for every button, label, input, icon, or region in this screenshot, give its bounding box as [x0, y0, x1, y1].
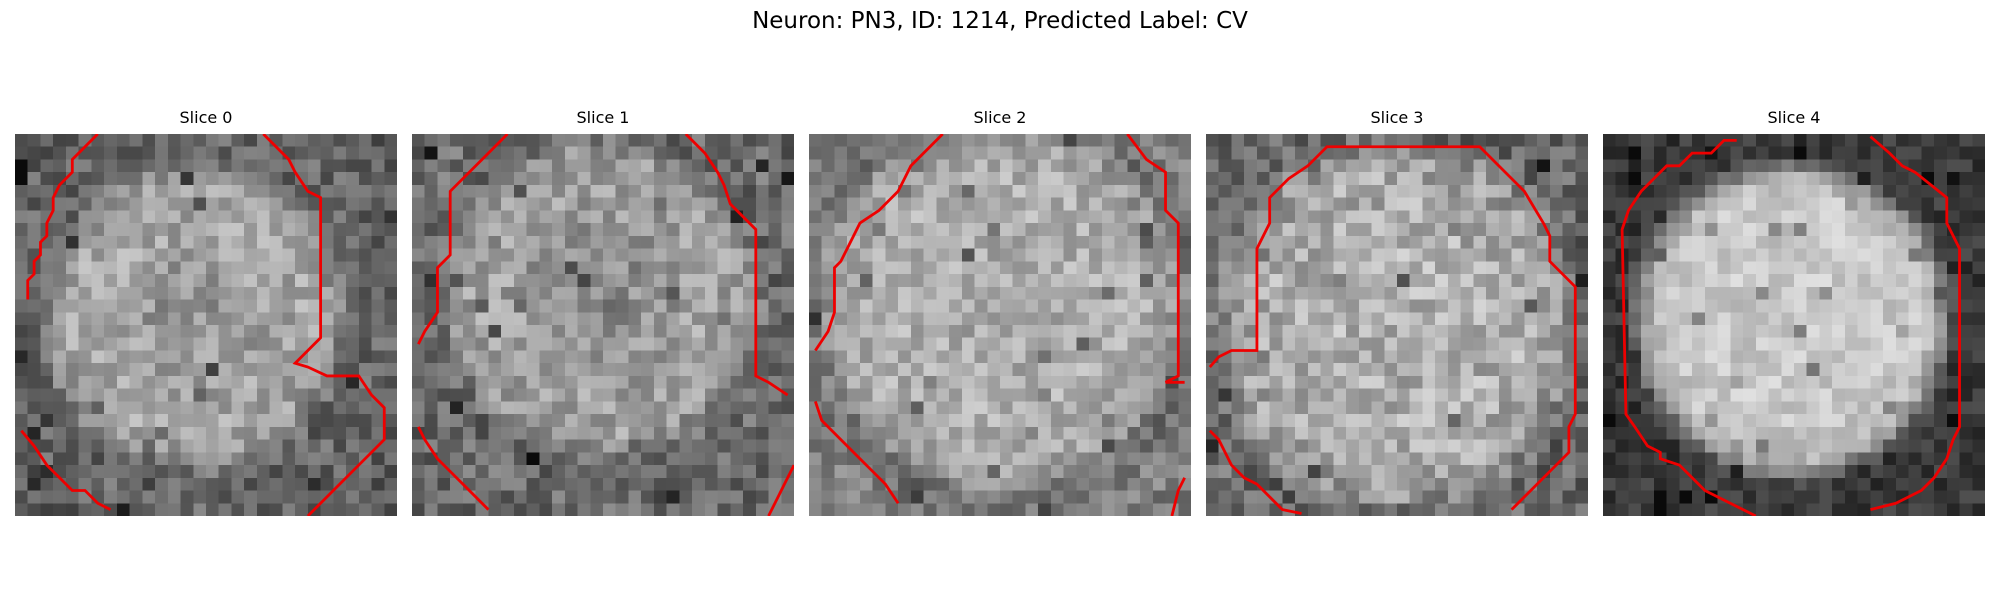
- pixel-grid: [1206, 134, 1588, 516]
- slice-panel-1: Slice 1: [412, 108, 794, 516]
- slice-title: Slice 1: [576, 108, 630, 127]
- figure-title: Neuron: PN3, ID: 1214, Predicted Label: …: [752, 8, 1248, 34]
- segmentation-contour: [1869, 135, 1961, 511]
- segmentation-contour: [20, 429, 112, 511]
- slice-image: [1603, 134, 1985, 516]
- slice-title: Slice 4: [1767, 108, 1821, 127]
- segmentation-contour: [1170, 477, 1186, 516]
- slice-image: [1206, 134, 1588, 516]
- pixel-grid: [809, 134, 1191, 516]
- segmentation-contour: [1208, 429, 1302, 515]
- pixel-grid: [1603, 134, 1985, 516]
- segmentation-contour: [767, 464, 794, 516]
- segmentation-contour: [1208, 145, 1577, 511]
- slice-panel-0: Slice 0: [15, 108, 397, 516]
- segmentation-contour: [1620, 138, 1757, 516]
- slice-title: Slice 2: [973, 108, 1027, 127]
- slice-panel-4: Slice 4: [1603, 108, 1985, 516]
- pixel-grid: [15, 134, 397, 516]
- segmentation-contour: [814, 134, 944, 352]
- segmentation-contour: [262, 134, 386, 516]
- slice-panel-3: Slice 3: [1206, 108, 1588, 516]
- segmentation-contour: [1126, 134, 1185, 384]
- segmentation-contour: [417, 426, 490, 511]
- pixel-grid: [412, 134, 794, 516]
- segmentation-contour: [26, 134, 99, 300]
- segmentation-contour: [417, 134, 509, 345]
- segmentation-contour: [814, 400, 900, 505]
- slice-image: [809, 134, 1191, 516]
- slice-title: Slice 0: [179, 108, 233, 127]
- slice-title: Slice 3: [1370, 108, 1424, 127]
- segmentation-contour: [684, 134, 789, 397]
- slice-image: [15, 134, 397, 516]
- slice-panel-2: Slice 2: [809, 108, 1191, 516]
- slice-image: [412, 134, 794, 516]
